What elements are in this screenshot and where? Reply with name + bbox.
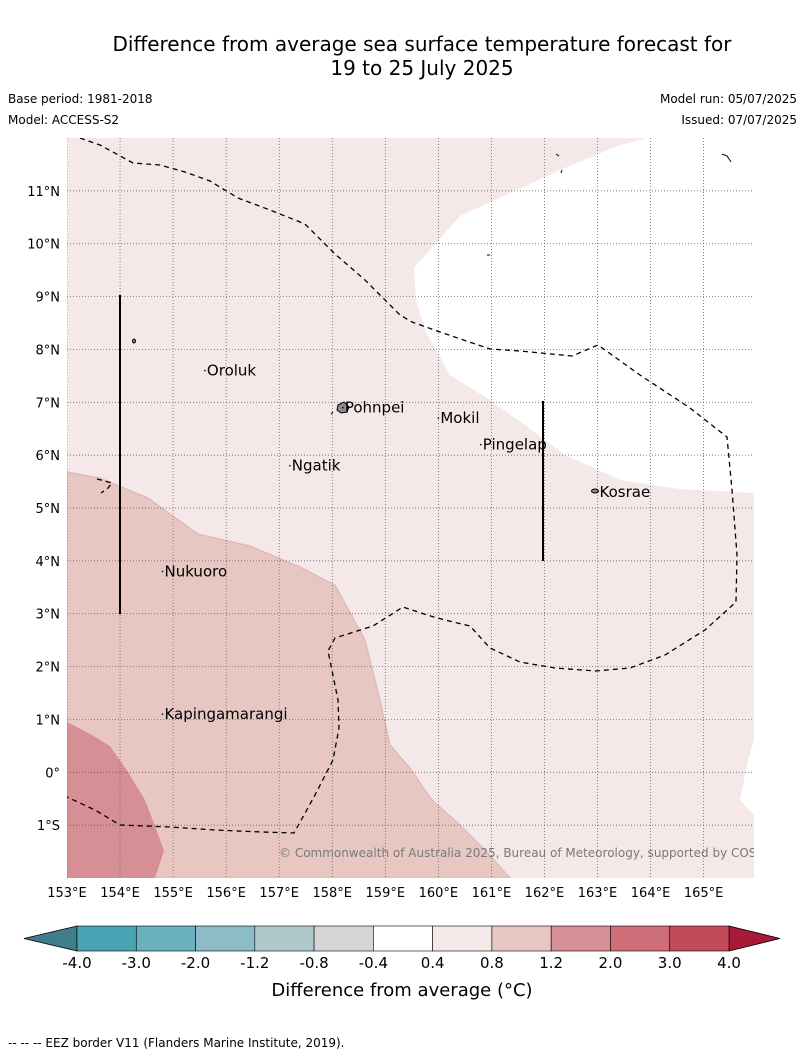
- colorbar-tick-label: 4.0: [717, 954, 741, 972]
- place-marker: [437, 417, 440, 419]
- longitude-tick-label: 154°E: [100, 886, 140, 901]
- latitude-tick-labels: 11°N 10°N 9°N 8°N 7°N 6°N 5°N 4°N 3°N 2°N 1°N 0° 1°S: [27, 185, 60, 834]
- colorbar-tick-label: 1.2: [539, 954, 563, 972]
- latitude-tick-label: 4°N: [36, 555, 61, 570]
- colorbar-tick-label: 0.8: [480, 954, 504, 972]
- latitude-tick-label: 2°N: [36, 661, 61, 676]
- anomaly-region-neutral-south: [740, 740, 754, 815]
- model-name: Model: ACCESS-S2: [8, 113, 120, 127]
- colorbar-segment: [195, 925, 256, 952]
- colorbar-under-extension: [23, 925, 78, 952]
- colorbar-tick-label: -0.8: [299, 954, 328, 972]
- latitude-tick-label: 11°N: [27, 185, 60, 200]
- colorbar-over-extension: [728, 925, 781, 952]
- atoll-north-east-2: [721, 153, 732, 163]
- title-line-2: 19 to 25 July 2025: [330, 56, 514, 80]
- longitude-tick-label: 156°E: [206, 886, 246, 901]
- place-marker: [204, 369, 206, 372]
- colorbar-segment: [550, 925, 611, 952]
- place-marker: [289, 464, 291, 467]
- base-period: Base period: 1981-2018: [8, 92, 153, 106]
- eez-border-island-west: [96, 478, 114, 494]
- colorbar-tick-label: -4.0: [62, 954, 91, 972]
- colorbar-segment: [432, 925, 493, 952]
- eez-border-north: [67, 138, 738, 834]
- latitude-tick-label: 1°N: [36, 713, 61, 728]
- longitude-tick-label: 162°E: [525, 886, 565, 901]
- atoll-north-east-1: [555, 153, 563, 174]
- latitude-tick-label: 5°N: [36, 502, 61, 517]
- longitude-tick-label: 164°E: [631, 886, 671, 901]
- colorbar-segment: [610, 925, 671, 952]
- colorbar-segment: [669, 925, 730, 952]
- atoll-pohnpei-west: [330, 411, 334, 415]
- colorbar-tick-label: 0.4: [421, 954, 445, 972]
- chart-title: Difference from average sea surface temp…: [0, 32, 804, 80]
- longitude-tick-label: 158°E: [312, 886, 352, 901]
- latitude-tick-label: 8°N: [36, 343, 61, 358]
- latitude-tick-label: 9°N: [36, 291, 61, 306]
- anomaly-region-high: [67, 722, 164, 878]
- place-label: Kapingamarangi: [164, 705, 287, 723]
- longitude-tick-labels: 153°E 154°E 155°E 156°E 157°E 158°E 159°E 160°E…: [47, 886, 723, 901]
- latitude-tick-label: 0°: [45, 766, 60, 781]
- longitude-tick-label: 155°E: [153, 886, 193, 901]
- colorbar: -4.0 -3.0 -2.0 -1.2 -0.8 -0.4 0.4 0.8 1.2 2.0 3.0 4…: [23, 925, 781, 972]
- place-label: Pohnpei: [345, 399, 405, 417]
- latitude-tick-label: 7°N: [36, 396, 61, 411]
- longitude-tick-label: 165°E: [684, 886, 724, 901]
- place-label: Oroluk: [207, 362, 256, 380]
- colorbar-tick-label: -1.2: [240, 954, 269, 972]
- colorbar-tick-label: -0.4: [359, 954, 388, 972]
- place-label: Ngatik: [292, 457, 341, 475]
- colorbar-segment: [135, 925, 196, 952]
- colorbar-segment: [491, 925, 552, 952]
- longitude-tick-label: 153°E: [47, 886, 87, 901]
- longitude-tick-label: 163°E: [578, 886, 618, 901]
- place-label: Pingelap: [483, 436, 547, 454]
- place-marker: [161, 713, 164, 715]
- colorbar-tick-label: 3.0: [658, 954, 682, 972]
- longitude-tick-label: 160°E: [419, 886, 459, 901]
- latitude-tick-label: 1°S: [37, 819, 60, 834]
- colorbar-tick-label: -3.0: [122, 954, 151, 972]
- colorbar-tick-label: 2.0: [599, 954, 623, 972]
- region-markers: [119, 295, 544, 614]
- eez-border: [67, 138, 738, 834]
- place-marker: [596, 491, 599, 493]
- colorbar-segment: [373, 925, 433, 952]
- place-label: Mokil: [440, 409, 479, 427]
- latitude-tick-label: 10°N: [27, 238, 60, 253]
- anomaly-region-neutral: [414, 138, 754, 493]
- colorbar-tick-label: -2.0: [181, 954, 210, 972]
- island-north-west: [132, 338, 136, 344]
- copyright-note: © Commonwealth of Australia 2025, Bureau…: [279, 846, 784, 860]
- longitude-tick-label: 161°E: [472, 886, 512, 901]
- title-line-1: Difference from average sea surface temp…: [112, 32, 732, 56]
- anomaly-region-medium: [67, 471, 511, 878]
- place-marker: [479, 443, 482, 446]
- longitude-tick-label: 157°E: [259, 886, 299, 901]
- colorbar-label: Difference from average (°C): [271, 980, 533, 1001]
- issued-date: Issued: 07/07/2025: [681, 113, 797, 127]
- islands: [132, 153, 732, 494]
- colorbar-segment: [313, 925, 374, 952]
- longitude-tick-label: 159°E: [366, 886, 406, 901]
- latitude-tick-label: 6°N: [36, 449, 61, 464]
- place-label: Nukuoro: [164, 562, 227, 580]
- colorbar-segment: [76, 925, 137, 952]
- place-marker: [161, 570, 164, 573]
- eez-footnote: -- -- -- EEZ border V11 (Flanders Marine…: [8, 1036, 345, 1050]
- place-label: Kosrae: [600, 483, 651, 501]
- place-marker: [342, 406, 344, 409]
- colorbar-segment: [254, 925, 315, 952]
- latitude-tick-label: 3°N: [36, 608, 61, 623]
- model-run-date: Model run: 05/07/2025: [659, 92, 797, 106]
